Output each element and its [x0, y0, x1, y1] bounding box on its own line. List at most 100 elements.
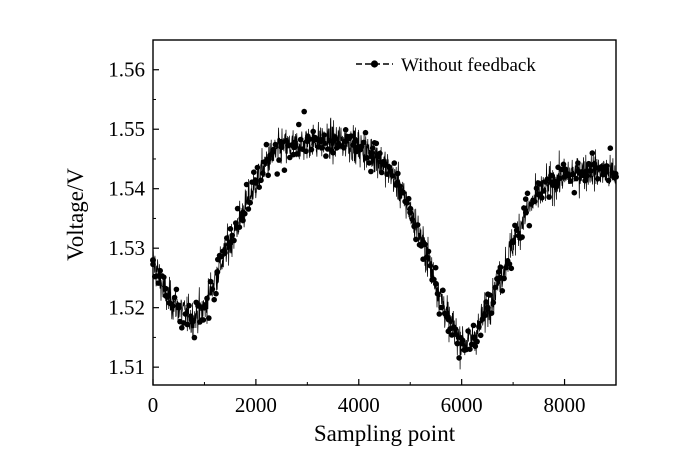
series-marker [377, 150, 383, 157]
series-marker [256, 184, 263, 190]
series-marker [170, 303, 176, 309]
series-marker [524, 190, 531, 197]
data-point [394, 179, 401, 186]
series-marker [310, 128, 317, 135]
series-marker [512, 222, 518, 229]
series-marker [483, 299, 489, 305]
data-point [240, 209, 247, 216]
series-marker [260, 170, 266, 176]
series-marker [155, 280, 162, 286]
series-marker [207, 278, 214, 285]
series-marker [456, 355, 462, 361]
series-marker [548, 172, 554, 179]
series-marker [211, 296, 217, 303]
series-marker [254, 164, 261, 171]
series-marker [605, 177, 612, 184]
data-point [317, 138, 324, 145]
data-point [407, 209, 414, 216]
data-point [445, 316, 452, 323]
series-marker [584, 173, 590, 179]
series-marker [537, 181, 543, 187]
series-marker [567, 178, 574, 184]
series-marker [236, 224, 243, 230]
series-marker [351, 138, 358, 145]
series-marker [261, 159, 268, 165]
data-point [291, 144, 298, 151]
series-marker [452, 326, 459, 332]
series-marker [540, 188, 547, 194]
series-marker [391, 160, 398, 166]
series-marker [582, 177, 588, 184]
y-axis-title: Voltage/V [63, 168, 88, 261]
data-point [381, 161, 388, 168]
series-marker [465, 328, 471, 334]
x-axis-title: Sampling point [314, 421, 456, 446]
series-marker [301, 108, 308, 115]
series-marker [594, 176, 601, 182]
series-marker [161, 274, 167, 281]
series-marker [477, 332, 484, 339]
series-marker [191, 334, 198, 341]
series-marker [323, 153, 329, 159]
data-point [471, 334, 478, 341]
y-tick-label: 1.54 [108, 177, 145, 201]
y-tick-label: 1.51 [108, 355, 145, 379]
series-marker [526, 222, 533, 229]
series-marker [467, 346, 473, 353]
series-marker [218, 253, 225, 260]
series-marker [413, 236, 419, 243]
series-marker [573, 175, 579, 182]
series-marker [270, 146, 277, 153]
series-marker [427, 262, 434, 269]
data-point [342, 138, 349, 145]
series-marker [157, 267, 163, 274]
series-marker [603, 163, 610, 169]
series-marker [281, 167, 288, 173]
series-marker [366, 160, 372, 166]
x-tick-label: 4000 [338, 393, 380, 417]
data-point [330, 138, 337, 145]
series-marker [499, 288, 506, 294]
series-marker [531, 198, 538, 205]
data-point [162, 292, 169, 299]
series-marker [546, 194, 552, 200]
series-marker [224, 235, 230, 241]
series-marker [508, 265, 515, 272]
x-tick-label: 0 [148, 393, 159, 417]
data-point [522, 209, 529, 216]
series-marker [571, 189, 578, 196]
series-marker [423, 254, 430, 260]
series-marker [182, 311, 189, 317]
series-marker [373, 140, 380, 147]
y-tick-label: 1.53 [108, 236, 145, 260]
data-point [265, 155, 272, 162]
data-point [355, 144, 362, 151]
series-marker [245, 206, 252, 212]
data-point [214, 268, 221, 275]
series-marker [454, 340, 461, 347]
series-marker [440, 287, 446, 294]
series-marker [348, 133, 354, 139]
series-marker [265, 172, 272, 179]
series-marker [414, 222, 421, 228]
series-marker [492, 284, 498, 291]
series-marker [251, 169, 257, 175]
series-marker [486, 292, 493, 298]
series-marker [204, 295, 210, 302]
series-marker [569, 171, 576, 178]
series-marker [153, 273, 160, 279]
series-marker [562, 166, 569, 172]
series-marker [497, 264, 504, 271]
series-marker [319, 145, 326, 151]
series-marker [360, 139, 367, 146]
series-marker [409, 216, 416, 223]
legend-marker [370, 60, 379, 68]
data-point [278, 144, 285, 151]
series-marker [234, 205, 241, 212]
series-marker [247, 199, 253, 206]
series-marker [213, 290, 219, 297]
data-point [535, 191, 542, 198]
data-point [587, 167, 594, 174]
ticks-layer: 0 2000 4000 6000 8000 1.51 1.52 1.53 1.54 1.55 1.5… [108, 58, 585, 417]
